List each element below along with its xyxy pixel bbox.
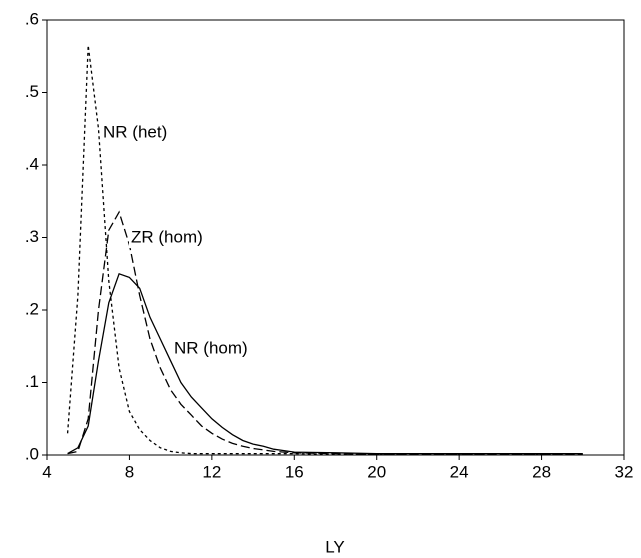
x-axis-label: LY [325, 537, 345, 556]
x-tick-label: 32 [615, 462, 634, 481]
x-tick-label: 16 [285, 462, 304, 481]
line-label: ZR (hom) [131, 227, 203, 246]
x-tick-label: 8 [125, 462, 134, 481]
y-tick-label: .0 [25, 444, 39, 463]
line-label-bg [101, 123, 170, 143]
y-tick-label: .6 [25, 9, 39, 28]
line-label-bg [172, 339, 250, 359]
x-tick-label: 28 [532, 462, 551, 481]
y-tick-label: .2 [25, 299, 39, 318]
y-tick-label: .1 [25, 372, 39, 391]
line-label: NR (het) [103, 122, 167, 141]
line-label-bg [129, 228, 205, 248]
x-tick-label: 24 [450, 462, 469, 481]
series-line [66, 45, 583, 455]
series-line [67, 210, 583, 455]
line-label: NR (hom) [174, 338, 248, 357]
y-tick-label: .4 [25, 154, 39, 173]
x-tick-label: 12 [202, 462, 221, 481]
x-tick-label: 4 [42, 462, 51, 481]
y-tick-label: .5 [25, 82, 39, 101]
y-tick-label: .3 [25, 227, 39, 246]
x-tick-label: 20 [367, 462, 386, 481]
series-line [67, 272, 583, 455]
